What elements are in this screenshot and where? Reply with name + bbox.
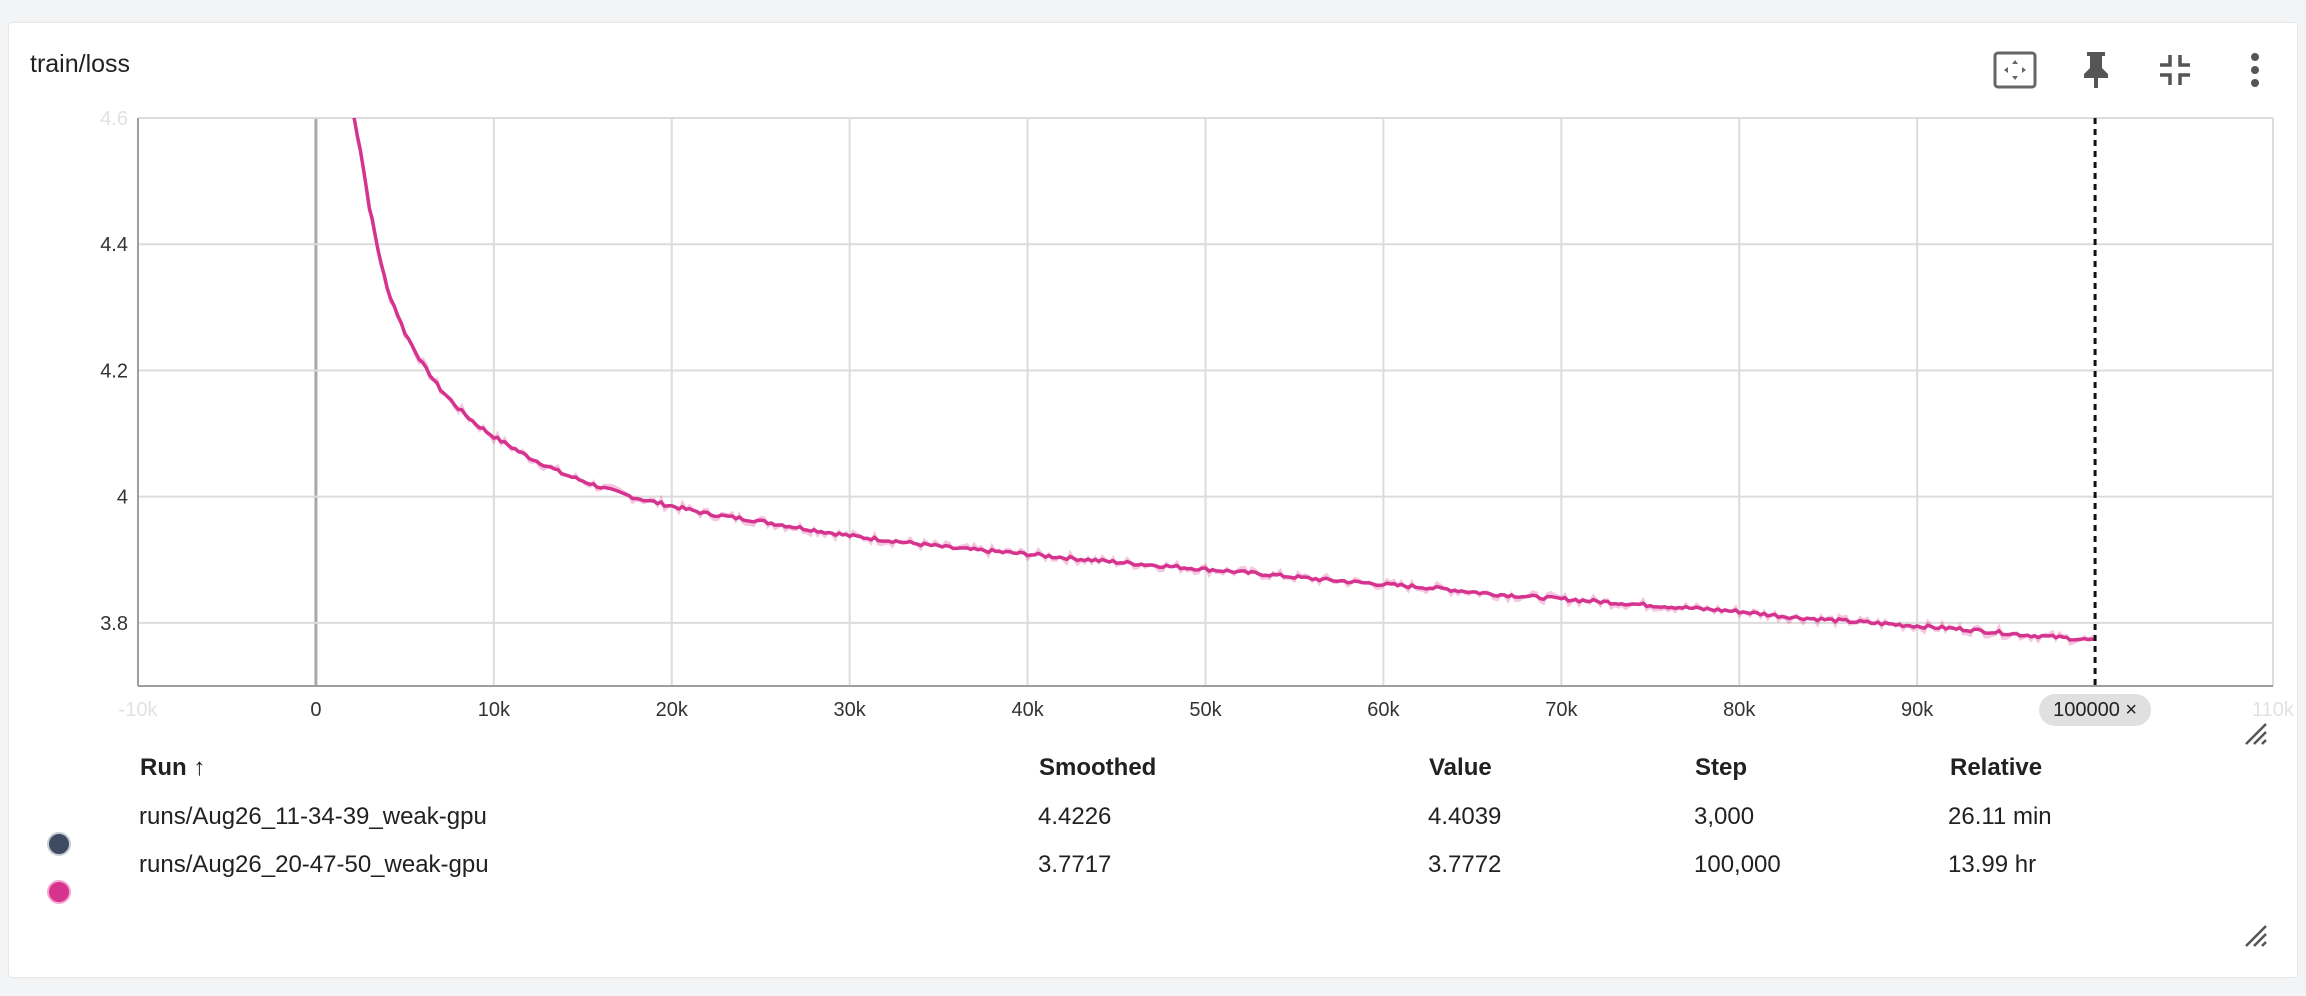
more-vert-icon (2251, 53, 2259, 87)
pin-icon (2084, 52, 2108, 88)
run-color-swatch[interactable] (47, 880, 71, 904)
series-raw-line (352, 118, 2096, 646)
run-name: runs/Aug26_11-34-39_weak-gpu (139, 803, 487, 830)
collapse-icon (2160, 55, 2190, 85)
x-tick-label: 60k (1367, 699, 1400, 721)
series-smoothed-line (352, 118, 2096, 642)
x-tick-label: 90k (1901, 699, 1934, 721)
step-value: 100,000 (1694, 851, 1781, 878)
resize-grip-icon (2245, 723, 2267, 745)
raw-value: 3.7772 (1428, 851, 1502, 878)
fit-domain-button[interactable] (1991, 46, 2039, 94)
col-header-run[interactable]: Run ↑ (140, 754, 206, 781)
x-tick-label: 0 (310, 699, 321, 721)
resize-grip-icon (2245, 925, 2267, 947)
x-tick-label: 110k (2252, 699, 2295, 721)
y-tick-label: 4.6 (100, 108, 128, 130)
col-header-value[interactable]: Value (1429, 754, 1492, 781)
card-title: train/loss (30, 50, 131, 78)
y-tick-label: 4.4 (100, 234, 128, 256)
card-resize-handle[interactable] (2238, 918, 2268, 948)
raw-value: 4.4039 (1428, 803, 1502, 830)
smoothed-value: 3.7717 (1038, 851, 1112, 878)
relative-time: 26.11 min (1948, 803, 2052, 830)
x-tick-label: 50k (1189, 699, 1222, 721)
pin-button[interactable] (2072, 46, 2120, 94)
run-color-swatch[interactable] (47, 832, 71, 856)
step-value: 3,000 (1694, 803, 1755, 830)
col-header-step[interactable]: Step (1695, 754, 1748, 781)
x-tick-label: 80k (1723, 699, 1756, 721)
step-cursor-chip (2039, 694, 2152, 726)
y-tick-label: 4 (117, 487, 128, 509)
chart-resize-handle[interactable] (2238, 716, 2268, 746)
col-header-relative[interactable]: Relative (1950, 754, 2043, 781)
relative-time: 13.99 hr (1948, 851, 2037, 878)
x-tick-label: 70k (1545, 699, 1578, 721)
fit-domain-icon (1993, 51, 2037, 89)
col-header-smoothed[interactable]: Smoothed (1039, 754, 1157, 781)
x-tick-label: 20k (656, 699, 689, 721)
collapse-button[interactable] (2151, 46, 2199, 94)
loss-chart[interactable]: -10k 0 10k 20k 30k 40k 50k 60k 70k 80k 90k 110k 3.8 4… (0, 0, 2306, 760)
x-tick-label: 40k (1011, 699, 1044, 721)
smoothed-value: 4.4226 (1038, 803, 1112, 830)
x-tick-label: 10k (478, 699, 511, 721)
run-name: runs/Aug26_20-47-50_weak-gpu (139, 851, 489, 878)
y-tick-label: 4.2 (100, 360, 128, 382)
x-tick-label: 30k (834, 699, 867, 721)
more-options-button[interactable] (2231, 46, 2279, 94)
y-tick-label: 3.8 (100, 613, 128, 635)
x-tick-label: -10k (119, 699, 159, 721)
step-cursor-label: 100000 × (2053, 699, 2137, 721)
